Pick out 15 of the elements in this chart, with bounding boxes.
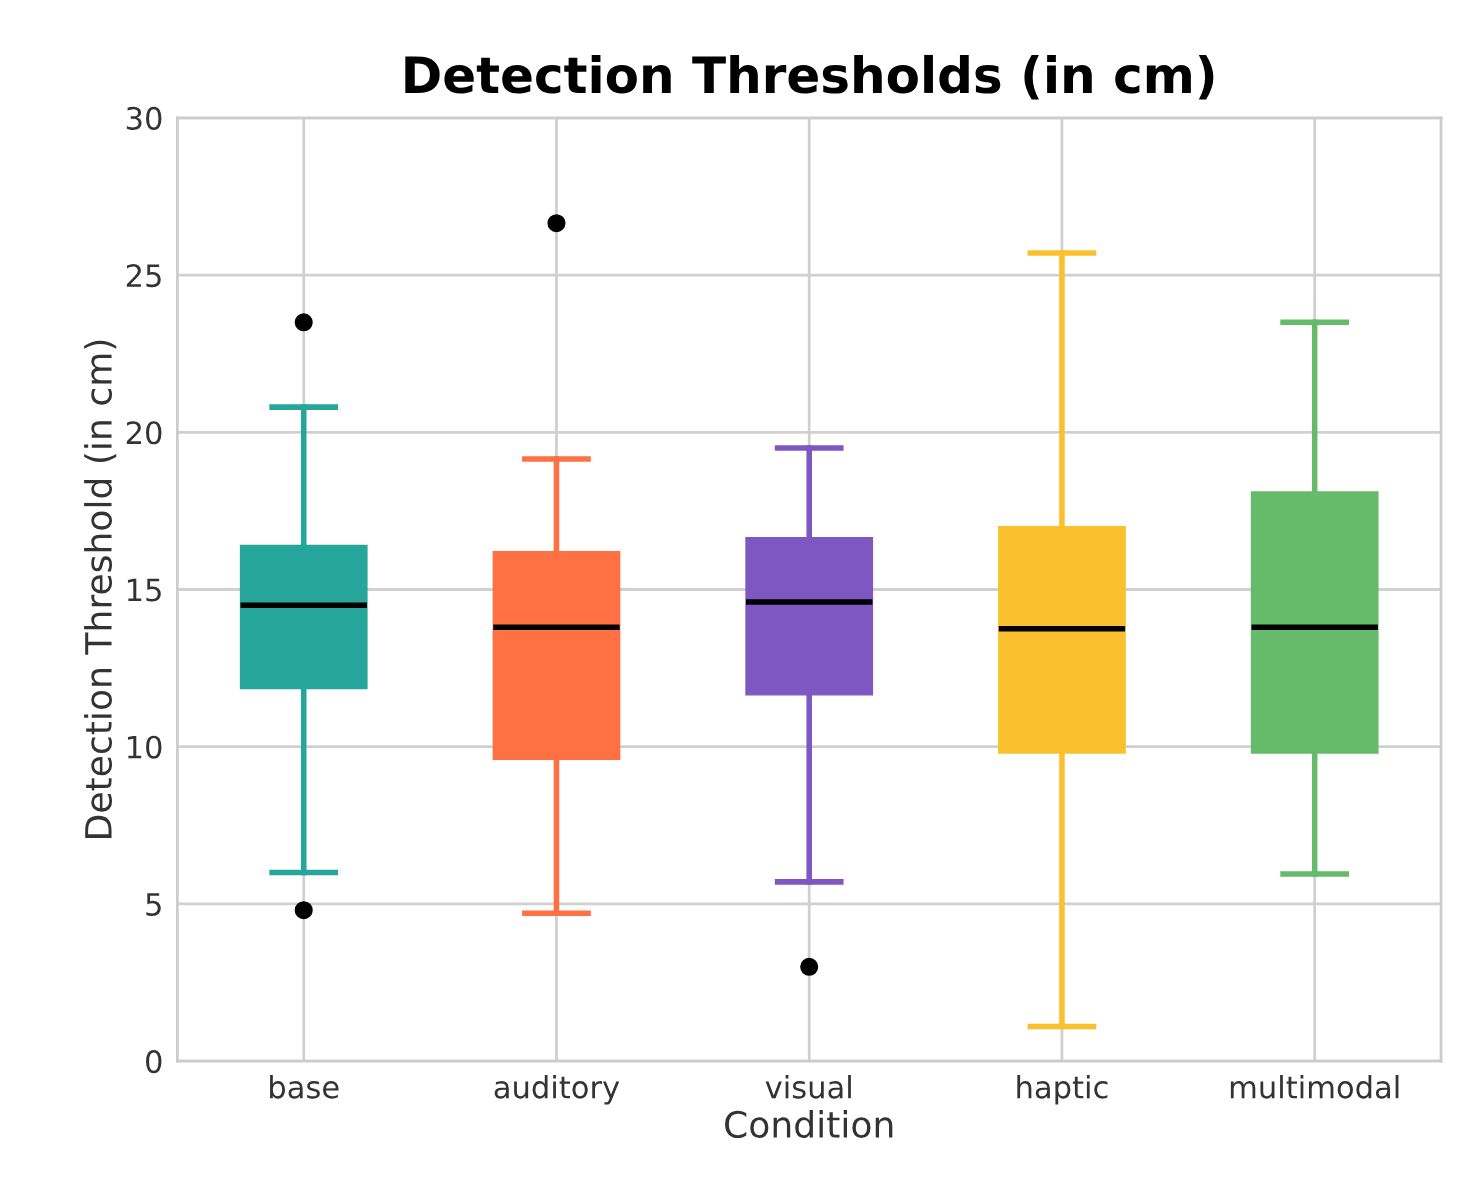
y-tick-label: 5	[146, 893, 161, 916]
y-tick-label: 30	[126, 106, 162, 130]
x-tick-label: multimodal	[1230, 1074, 1399, 1099]
y-tick-label: 15	[127, 578, 161, 602]
y-tick-label: 0	[146, 1050, 162, 1074]
y-tick-label: 10	[127, 735, 162, 759]
y-axis-title: Detection Threshold (in cm)	[84, 340, 117, 838]
x-tick-label: visual	[765, 1074, 851, 1099]
x-axis-title: Condition	[725, 1110, 893, 1139]
chart-title: Detection Thresholds (in cm)	[405, 54, 1214, 100]
y-tick-label: 20	[126, 421, 162, 445]
x-tick-label: base	[270, 1074, 339, 1099]
x-tick-label: haptic	[1017, 1074, 1108, 1105]
x-tick-label: auditory	[494, 1074, 620, 1105]
y-tick-label: 25	[126, 264, 161, 288]
